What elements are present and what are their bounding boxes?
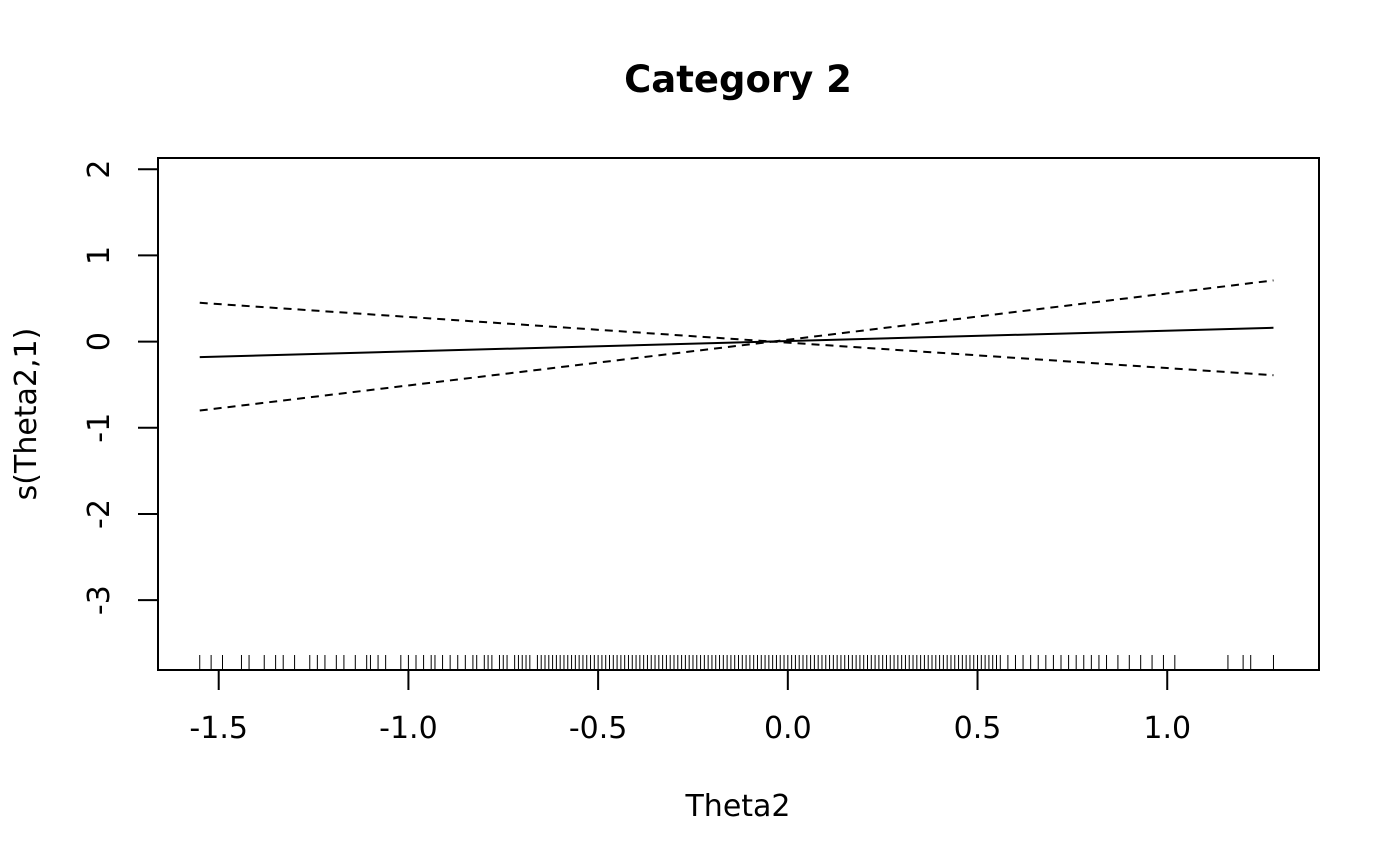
x-tick-label: 0.5 xyxy=(954,711,1002,746)
y-tick-label: -2 xyxy=(82,499,117,529)
x-axis-label: Theta2 xyxy=(684,789,790,824)
y-tick-label: -3 xyxy=(82,585,117,615)
chart-title: Category 2 xyxy=(624,58,852,101)
x-tick-label: 0.0 xyxy=(764,711,812,746)
plot-frame xyxy=(157,157,1320,671)
rug-layer xyxy=(199,655,1274,670)
y-axis-label: s(Theta2,1) xyxy=(9,328,44,501)
x-tick-label: -1.5 xyxy=(189,711,248,746)
confidence-band-line xyxy=(199,340,1274,412)
y-tick-label: 0 xyxy=(82,332,117,351)
x-axis: -1.5 -1.0 -0.5 0.0 0.5 1.0 xyxy=(189,669,1191,746)
x-tick-label: -0.5 xyxy=(569,711,628,746)
x-tick-label: -1.0 xyxy=(379,711,438,746)
y-tick-label: 1 xyxy=(82,246,117,265)
y-axis: 2 1 0 -1 -2 -3 xyxy=(82,160,159,615)
fit-line xyxy=(199,326,1274,359)
y-tick-label: 2 xyxy=(82,160,117,179)
x-tick-label: 1.0 xyxy=(1143,711,1191,746)
y-tick-label: -1 xyxy=(82,413,117,443)
series-layer xyxy=(199,279,1274,412)
